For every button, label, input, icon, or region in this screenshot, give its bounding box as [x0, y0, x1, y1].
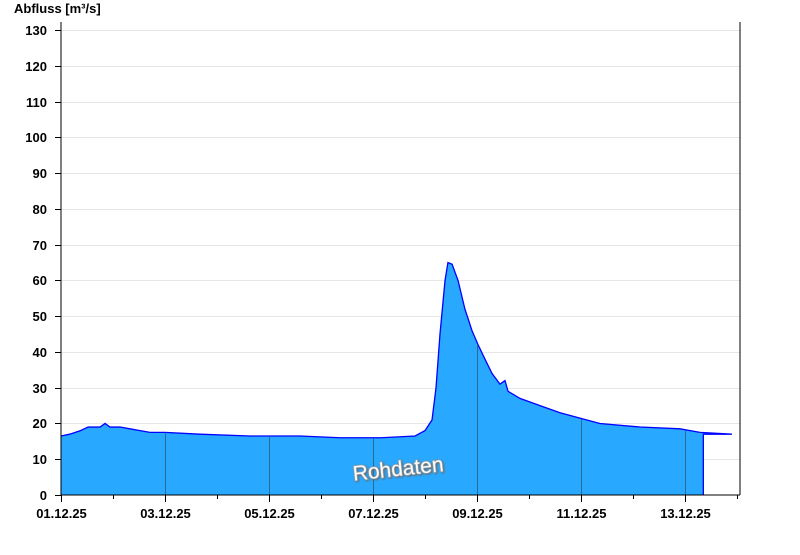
y-tick-label: 130 — [25, 23, 47, 38]
y-tick-label: 60 — [33, 273, 47, 288]
y-tick-label: 0 — [40, 488, 47, 503]
x-tick-label: 05.12.25 — [244, 506, 295, 521]
y-tick-label: 30 — [33, 381, 47, 396]
x-tick-label: 11.12.25 — [557, 506, 607, 521]
y-tick-label: 90 — [33, 166, 47, 181]
y-tick-label: 40 — [33, 345, 47, 360]
y-axis-label: Abfluss [m³/s] — [14, 1, 101, 16]
grid-lines — [61, 30, 740, 460]
x-axis: 01.12.25 03.12.25 05.12.25 07.12.25 09.12.25… — [36, 494, 740, 521]
discharge-line — [60, 261, 732, 495]
x-tick-label: 01.12.25 — [36, 506, 87, 521]
y-tick-label: 10 — [33, 452, 47, 467]
y-tick-label: 70 — [33, 238, 47, 253]
y-axis: 0 10 20 30 40 50 60 70 80 90 100 110 120 130 — [25, 22, 62, 503]
y-tick-label: 110 — [26, 95, 47, 110]
y-tick-label: 20 — [33, 416, 47, 431]
y-tick-label: 100 — [25, 130, 47, 145]
day-lines — [165, 344, 686, 495]
y-tick-label: 50 — [33, 309, 47, 324]
x-tick-label: 07.12.25 — [348, 506, 399, 521]
y-tick-label: 80 — [33, 202, 47, 217]
x-tick-label: 03.12.25 — [140, 506, 191, 521]
x-tick-label: 09.12.25 — [452, 506, 503, 521]
y-tick-label: 120 — [25, 59, 47, 74]
discharge-area — [61, 262, 732, 495]
x-tick-label: 13.12.25 — [660, 506, 711, 521]
